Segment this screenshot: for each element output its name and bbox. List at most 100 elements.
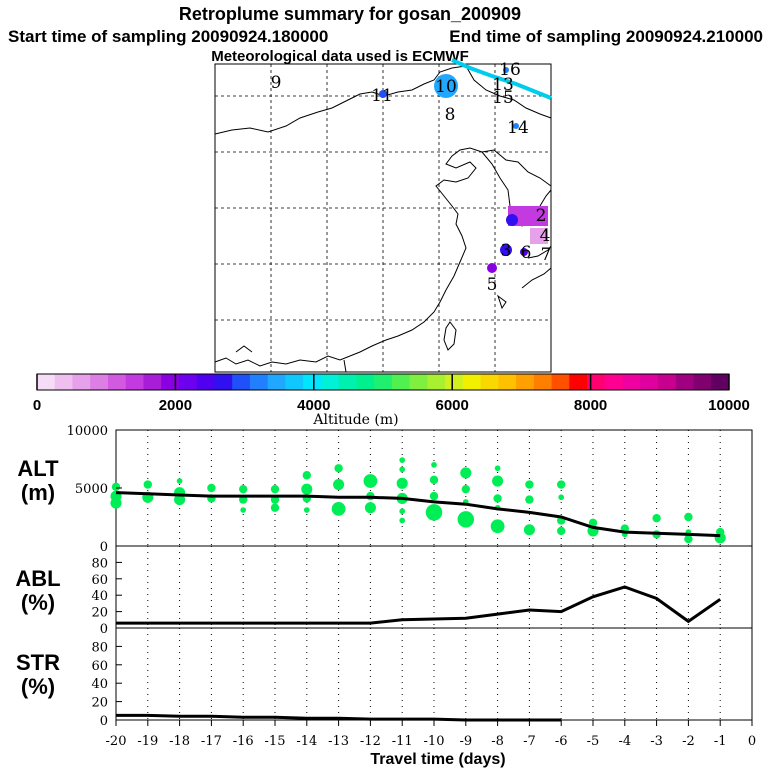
plume-point-16 [503,67,509,73]
colorbar-cell [320,374,340,390]
colorbar-cell [54,374,73,390]
alt-plume-point [460,467,472,479]
alt-plume-point [431,461,437,468]
alt-plume-points [110,457,726,544]
alt-plume-point [334,464,343,473]
colorbar-cell [161,374,180,390]
alt-plume-point [461,484,470,494]
alt-y-ticks: 10000 5000 0 [67,424,122,555]
map-day-labels: 9 11 10 8 16 13 15 14 2 3 6 4 7 5 [271,60,552,295]
alt-ylabel: ALT [17,456,59,481]
alt-plume-point [399,508,406,515]
x-tick-label: -14 [296,734,317,749]
alt-plume-point [684,534,693,544]
colorbar-cell [445,374,464,390]
map-label: 2 [536,206,547,226]
colorbar-cell [232,374,251,390]
str-ytick-label: 0 [100,714,108,729]
alt-plume-point [492,475,504,487]
map-label: 11 [371,86,393,106]
x-tick-label: -11 [392,734,413,749]
map-label: 13 [492,75,514,95]
colorbar-cell [72,374,91,390]
map-panel: 9 11 10 8 16 13 15 14 2 3 6 4 7 5 [214,58,552,373]
alt-plume-point [652,513,661,523]
map-label: 8 [445,105,456,125]
colorbar-ticks: 0 2000 4000 6000 8000 10000 [33,374,750,414]
alt-plume-point [399,457,406,464]
alt-plume-point [302,471,311,480]
map-label: 14 [507,118,529,138]
colorbar-cell [569,374,588,390]
alt-plume-point [240,507,247,513]
x-tick-label: -19 [137,734,158,749]
map-plume-markers [379,67,548,273]
alt-plume-point [111,482,121,492]
map-label: 10 [435,77,457,97]
plume-point-3 [500,244,512,256]
plume-point-2a [506,214,518,226]
plume-point-5 [487,263,497,273]
abl-ytick-label: 20 [91,606,108,621]
alt-plume-point [429,475,439,485]
colorbar-cell [90,374,109,390]
str-yunit: (%) [21,674,55,699]
str-ytick-label: 40 [91,677,108,692]
colorbar-cell [675,374,694,390]
colorbar-cell [214,374,233,390]
x-axis-ticks: -20 -19 -18 -17 -16 -15 -14 -13 -12 -11 -10 -9 -8 -7-… [106,720,756,749]
alt-plume-point [558,494,565,501]
map-label: 5 [487,275,498,295]
str-y-ticks: 80 60 40 20 0 [91,640,122,729]
alt-plume-point [490,519,505,534]
map-label: 15 [492,88,514,108]
x-tick-label: -12 [360,734,381,749]
alt-plume-point [493,494,502,503]
colorbar-cell [462,374,481,390]
altitude-colorbar: 0 2000 4000 6000 8000 10000 Altitude (m) [33,373,750,428]
x-tick-label: -1 [714,734,727,749]
map-coastlines [214,65,552,373]
x-tick-label: -2 [682,734,695,749]
x-tick-label: -7 [523,734,536,749]
plume-cluster-7 [530,228,548,244]
alt-ytick-label: 0 [100,540,108,555]
met-data-text: Meteorological data used is ECMWF [211,48,469,65]
colorbar-cell [533,374,552,390]
abl-ytick-label: 80 [91,556,108,571]
alt-plume-point [303,507,310,513]
colorbar-tick-label: 0 [33,397,41,414]
map-label: 7 [541,245,552,265]
map-label: 16 [499,60,521,80]
colorbar-cell [125,374,144,390]
figure-title: Retroplume summary for gosan_200909 [179,4,521,24]
alt-mean-line [115,491,721,538]
x-tick-label: -4 [618,734,631,749]
str-ylabel: STR [16,650,60,675]
alt-plume-point [557,526,566,536]
colorbar-tick-label: 6000 [436,397,469,414]
colorbar-cell [267,374,286,390]
x-axis-label: Travel time (days) [370,751,505,768]
colorbar-cell [622,374,641,390]
colorbar-cell [356,374,375,390]
colorbar-cell [285,374,304,390]
x-tick-label: -15 [265,734,286,749]
str-frame [115,627,753,721]
abl-ytick-label: 60 [91,573,108,588]
abl-ytick-label: 40 [91,589,108,604]
colorbar-cell [658,374,677,390]
alt-plume-point [525,480,534,489]
alt-panel: 10000 5000 0 ALT (m) [17,424,753,555]
plume-cluster-2 [508,206,548,226]
colorbar-cell [498,374,517,390]
alt-plume-point [588,518,598,527]
plume-point-14 [513,123,519,129]
colorbar-cell [480,374,499,390]
x-tick-label: -9 [459,734,472,749]
alt-plume-point [239,484,248,494]
abl-line [116,585,722,625]
x-tick-label: -18 [169,734,190,749]
